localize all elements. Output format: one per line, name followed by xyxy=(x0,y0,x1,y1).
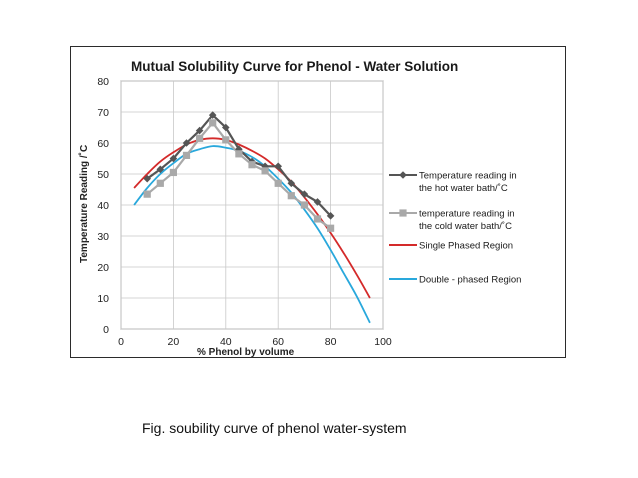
legend-label-0: the hot water bath/˚C xyxy=(419,183,508,194)
chart-figure: Mutual Solubility Curve for Phenol - Wat… xyxy=(70,46,566,358)
legend-label-1: temperature reading in xyxy=(419,209,515,220)
series-1-point xyxy=(274,179,282,187)
chart-svg: Mutual Solubility Curve for Phenol - Wat… xyxy=(78,59,521,358)
series-0-point xyxy=(195,126,204,135)
series-1-point xyxy=(287,192,295,200)
grid xyxy=(120,80,384,330)
x-tick-label: 100 xyxy=(374,336,392,348)
series-0-point xyxy=(274,162,282,171)
legend-label-2: Single Phased Region xyxy=(419,241,513,252)
series-0-point xyxy=(287,179,296,188)
legend-marker-0 xyxy=(399,171,407,179)
series-1-point xyxy=(209,119,217,127)
series-1-point xyxy=(143,190,151,198)
x-tick-label: 40 xyxy=(220,336,232,348)
y-tick-label: 70 xyxy=(97,107,109,119)
series-1-point xyxy=(261,167,269,175)
series-1-point xyxy=(169,168,177,177)
series-1-point xyxy=(182,151,191,159)
series-0-point xyxy=(222,123,230,132)
x-tick-label: 20 xyxy=(168,336,180,348)
y-tick-label: 40 xyxy=(97,200,109,212)
legend-marker-1 xyxy=(399,209,407,217)
legend-label-1: the cold water bath/˚C xyxy=(419,221,512,232)
series-0-point xyxy=(313,198,322,206)
series-1-point xyxy=(248,161,256,169)
series-0-point xyxy=(326,212,335,220)
legend-label-3: Double - phased Region xyxy=(419,275,521,286)
series-0-point xyxy=(169,154,178,163)
series-1-point xyxy=(235,150,243,158)
y-tick-label: 10 xyxy=(97,293,109,305)
series-0-point xyxy=(208,111,217,119)
series-0-point xyxy=(182,139,191,147)
series-curve-2 xyxy=(133,137,371,299)
y-tick-label: 30 xyxy=(97,231,109,243)
series-1-point xyxy=(327,224,335,232)
series-1-point xyxy=(222,136,230,144)
x-tick-label: 60 xyxy=(272,336,284,348)
y-tick-label: 80 xyxy=(97,76,109,88)
x-axis-label: % Phenol by volume xyxy=(197,347,295,358)
figure-caption: Fig. soubility curve of phenol water-sys… xyxy=(142,420,407,436)
chart-title: Mutual Solubility Curve for Phenol - Wat… xyxy=(131,59,458,74)
y-tick-label: 20 xyxy=(97,262,109,274)
x-tick-label: 0 xyxy=(118,336,124,348)
legend-label-0: Temperature reading in xyxy=(419,171,517,182)
series-1-point xyxy=(196,134,204,142)
series-curve-3 xyxy=(133,145,371,324)
tick-labels: 0 20 40 60 80 100 0 10 20 30 40 50 60 70 80 xyxy=(97,76,392,348)
x-tick-label: 80 xyxy=(325,336,337,348)
y-tick-label: 0 xyxy=(103,324,109,336)
series-1-point xyxy=(300,201,308,209)
y-axis-label: Temperature Reading /˚C xyxy=(78,145,90,263)
y-tick-label: 60 xyxy=(97,138,109,150)
series-1-point xyxy=(313,215,322,223)
y-tick-label: 50 xyxy=(97,169,109,181)
series-1-point xyxy=(156,179,164,187)
series-0-point xyxy=(300,190,309,198)
